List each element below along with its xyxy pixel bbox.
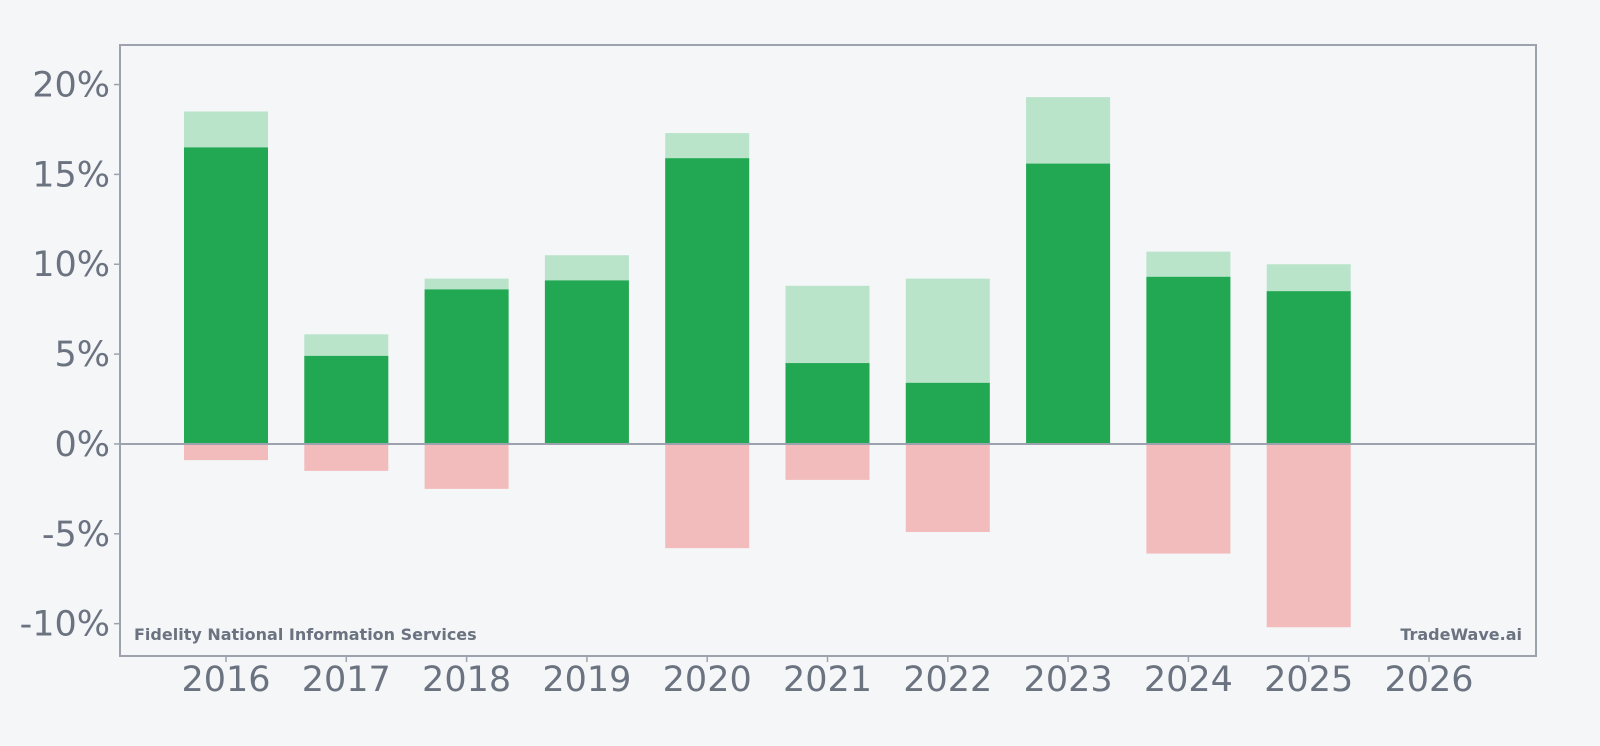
x-tick-label: 2022	[903, 660, 992, 700]
y-tick-label: 10%	[32, 245, 110, 285]
bar-main-2016	[184, 147, 268, 444]
y-axis: 20% 15% 10% 5% 0% -5% -10%	[20, 66, 120, 645]
x-tick-label: 2020	[663, 660, 752, 700]
x-tick-label: 2023	[1024, 660, 1113, 700]
y-tick-label: 15%	[32, 155, 110, 195]
bars-layer	[184, 97, 1351, 628]
x-tick-label: 2024	[1144, 660, 1233, 700]
y-tick-label: 0%	[54, 425, 110, 465]
x-tick-label: 2017	[302, 660, 391, 700]
bar-lower-2016	[184, 443, 268, 461]
x-tick-label: 2026	[1384, 660, 1473, 700]
bar-main-2024	[1146, 276, 1231, 444]
bar-main-2018	[424, 289, 509, 444]
y-tick-label: -5%	[42, 515, 110, 555]
bar-lower-2018	[424, 443, 509, 489]
y-tick-label: 20%	[32, 66, 110, 106]
bar-main-2020	[665, 158, 750, 444]
bar-main-2019	[544, 280, 629, 444]
bar-main-2025	[1266, 291, 1351, 444]
x-tick-label: 2021	[783, 660, 872, 700]
bar-lower-2020	[665, 443, 750, 549]
bar-main-2022	[905, 382, 990, 444]
bar-main-2023	[1026, 163, 1111, 444]
bar-lower-2022	[905, 443, 990, 533]
bar-main-2017	[304, 355, 389, 444]
x-tick-label: 2019	[542, 660, 631, 700]
bar-lower-2021	[785, 443, 870, 480]
bar-lower-2024	[1146, 443, 1231, 554]
bar-main-2021	[785, 363, 870, 444]
x-tick-label: 2025	[1264, 660, 1353, 700]
brand-watermark: TradeWave.ai	[1400, 625, 1522, 644]
bar-lower-2017	[304, 443, 389, 471]
bar-lower-2025	[1266, 443, 1351, 628]
y-tick-label: 5%	[54, 335, 110, 375]
x-tick-label: 2018	[422, 660, 511, 700]
x-axis: 2016 2017 2018 2019 2020 2021 2022 2023 2024 2025…	[181, 656, 1474, 700]
x-tick-label: 2016	[181, 660, 270, 700]
company-watermark: Fidelity National Information Services	[134, 625, 477, 644]
y-tick-label: -10%	[20, 605, 110, 645]
